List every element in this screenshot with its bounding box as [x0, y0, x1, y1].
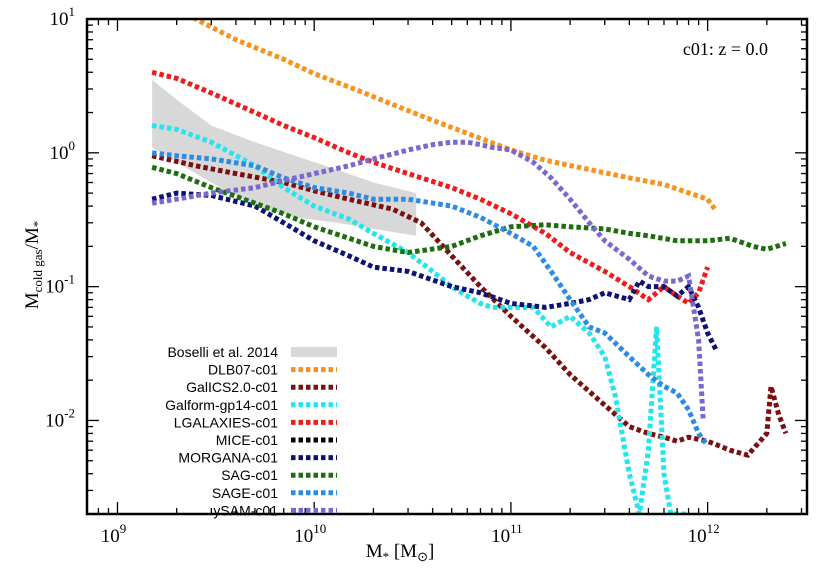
plot-area [151, 19, 789, 514]
legend: Boselli et al. 2014 DLB07-c01GalICS2.0-c0… [165, 344, 337, 518]
plot-content [151, 19, 789, 514]
y-axis-label: Mcold gas/M* [22, 221, 45, 310]
plot-frame [85, 17, 809, 516]
legend-label: Galform-gp14-c01 [165, 397, 278, 413]
y-tick-label: 10-1 [45, 272, 75, 298]
series-line-sag-c01 [151, 164, 787, 256]
annotation: c01: z = 0.0 [683, 39, 768, 59]
legend-label: ySAM-c01 [213, 502, 278, 518]
legend-label: Boselli et al. 2014 [167, 344, 278, 360]
series-line-morgana-c01 [151, 190, 719, 351]
y-tick-label: 10-2 [45, 405, 75, 431]
series-line-dlb07-c01 [189, 19, 718, 213]
legend-label: MORGANA-c01 [178, 450, 278, 466]
y-tick-label: 101 [50, 4, 76, 30]
legend-label: GalICS2.0-c01 [186, 379, 278, 395]
legend-label: SAG-c01 [221, 467, 278, 483]
x-tick-label: 1010 [294, 521, 326, 547]
series-line-ysam-c01 [151, 139, 706, 421]
axis-ticks [86, 18, 807, 515]
legend-swatch-band [291, 347, 337, 357]
series-line-sage-c01 [151, 150, 710, 447]
x-tick-label: 1011 [491, 521, 523, 547]
legend-label: LGALAXIES-c01 [174, 414, 278, 430]
series-line-lgalaxies-c01 [151, 69, 710, 307]
y-tick-label: 100 [50, 138, 76, 164]
tick-labels: 109 1010 1011 1012 101 100 10-1 10-2 [45, 4, 719, 547]
x-tick-label: 109 [101, 521, 126, 547]
legend-label: DLB07-c01 [208, 362, 278, 378]
legend-label: SAGE-c01 [212, 485, 278, 501]
x-tick-label: 1012 [688, 521, 720, 547]
boselli-band [152, 80, 417, 236]
x-axis-label: M* [M⊙] [366, 541, 435, 564]
series-line-galics2-0-c01 [151, 153, 789, 459]
legend-label: MICE-c01 [216, 432, 278, 448]
